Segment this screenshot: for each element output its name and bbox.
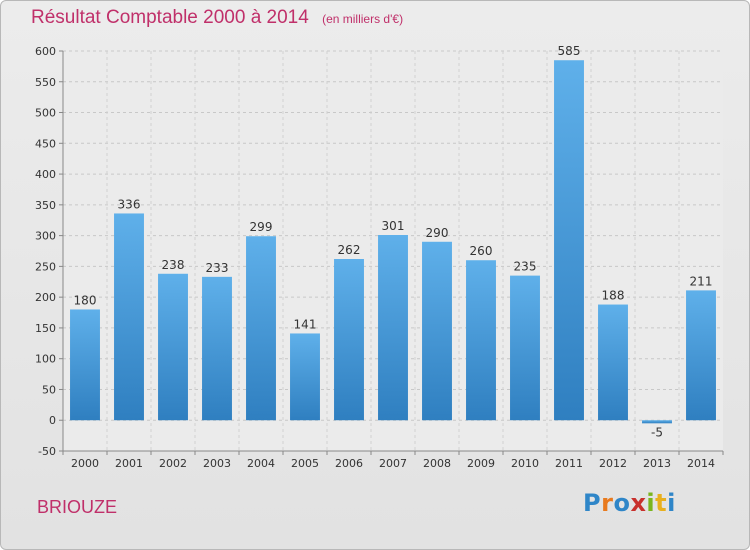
data-label: 262 bbox=[338, 243, 361, 257]
x-tick-label: 2007 bbox=[379, 457, 407, 470]
x-tick-label: 2002 bbox=[159, 457, 187, 470]
y-tick-label: 600 bbox=[35, 45, 56, 58]
bar bbox=[114, 213, 144, 421]
x-tick-label: 2012 bbox=[599, 457, 627, 470]
data-label: 290 bbox=[426, 226, 449, 240]
bar bbox=[378, 235, 408, 421]
data-label: 180 bbox=[74, 293, 97, 307]
chart-subtitle: (en milliers d'€) bbox=[322, 12, 404, 26]
y-tick-label: 100 bbox=[35, 353, 56, 366]
bar bbox=[70, 309, 100, 421]
proxiti-logo: Proxiti bbox=[583, 489, 676, 517]
data-label: 233 bbox=[206, 261, 229, 275]
y-tick-label: 550 bbox=[35, 76, 56, 89]
bar bbox=[334, 259, 364, 421]
bar bbox=[642, 420, 672, 424]
logo-letter: i bbox=[667, 489, 676, 517]
y-tick-label: 300 bbox=[35, 230, 56, 243]
bar bbox=[510, 275, 540, 421]
bar bbox=[290, 333, 320, 421]
y-tick-label: 450 bbox=[35, 137, 56, 150]
logo-letter: o bbox=[613, 489, 631, 517]
logo-letter: x bbox=[630, 489, 647, 517]
chart-title: Résultat Comptable 2000 à 2014 (en milli… bbox=[31, 7, 403, 29]
x-tick-label: 2008 bbox=[423, 457, 451, 470]
y-tick-label: 400 bbox=[35, 168, 56, 181]
data-label: 211 bbox=[690, 274, 713, 288]
data-label: 141 bbox=[294, 317, 317, 331]
x-tick-label: 2011 bbox=[555, 457, 583, 470]
data-label: 301 bbox=[382, 219, 405, 233]
data-label: 238 bbox=[162, 258, 185, 272]
y-tick-label: 50 bbox=[42, 383, 56, 396]
bar bbox=[466, 260, 496, 421]
y-tick-label: 150 bbox=[35, 322, 56, 335]
data-label: -5 bbox=[651, 425, 663, 439]
x-tick-label: 2014 bbox=[687, 457, 715, 470]
logo-letter: i bbox=[646, 489, 656, 517]
chart-title-text: Résultat Comptable 2000 à 2014 bbox=[31, 7, 309, 28]
x-tick-label: 2009 bbox=[467, 457, 495, 470]
y-tick-label: 200 bbox=[35, 291, 56, 304]
logo-letter: P bbox=[583, 489, 602, 517]
y-tick-label: 350 bbox=[35, 199, 56, 212]
bar bbox=[202, 276, 232, 421]
x-tick-label: 2000 bbox=[71, 457, 99, 470]
bar bbox=[598, 304, 628, 421]
data-label: 188 bbox=[602, 289, 625, 303]
y-tick-label: -50 bbox=[38, 445, 56, 458]
data-label: 585 bbox=[558, 44, 581, 58]
y-tick-label: 500 bbox=[35, 107, 56, 120]
logo-letter: t bbox=[655, 489, 668, 517]
x-tick-label: 2004 bbox=[247, 457, 275, 470]
x-tick-label: 2003 bbox=[203, 457, 231, 470]
x-tick-label: 2005 bbox=[291, 457, 319, 470]
data-label: 299 bbox=[250, 220, 273, 234]
y-tick-label: 250 bbox=[35, 260, 56, 273]
data-label: 336 bbox=[118, 197, 141, 211]
bar bbox=[422, 241, 452, 421]
bar bbox=[554, 60, 584, 421]
bar bbox=[686, 290, 716, 421]
bar bbox=[246, 236, 276, 421]
data-label: 235 bbox=[514, 260, 537, 274]
bar bbox=[158, 273, 188, 421]
x-tick-label: 2010 bbox=[511, 457, 539, 470]
data-label: 260 bbox=[470, 244, 493, 258]
x-tick-label: 2013 bbox=[643, 457, 671, 470]
town-name: BRIOUZE bbox=[37, 497, 118, 517]
x-tick-label: 2006 bbox=[335, 457, 363, 470]
x-tick-label: 2001 bbox=[115, 457, 143, 470]
y-tick-label: 0 bbox=[49, 414, 56, 427]
logo-letter: r bbox=[601, 489, 614, 517]
